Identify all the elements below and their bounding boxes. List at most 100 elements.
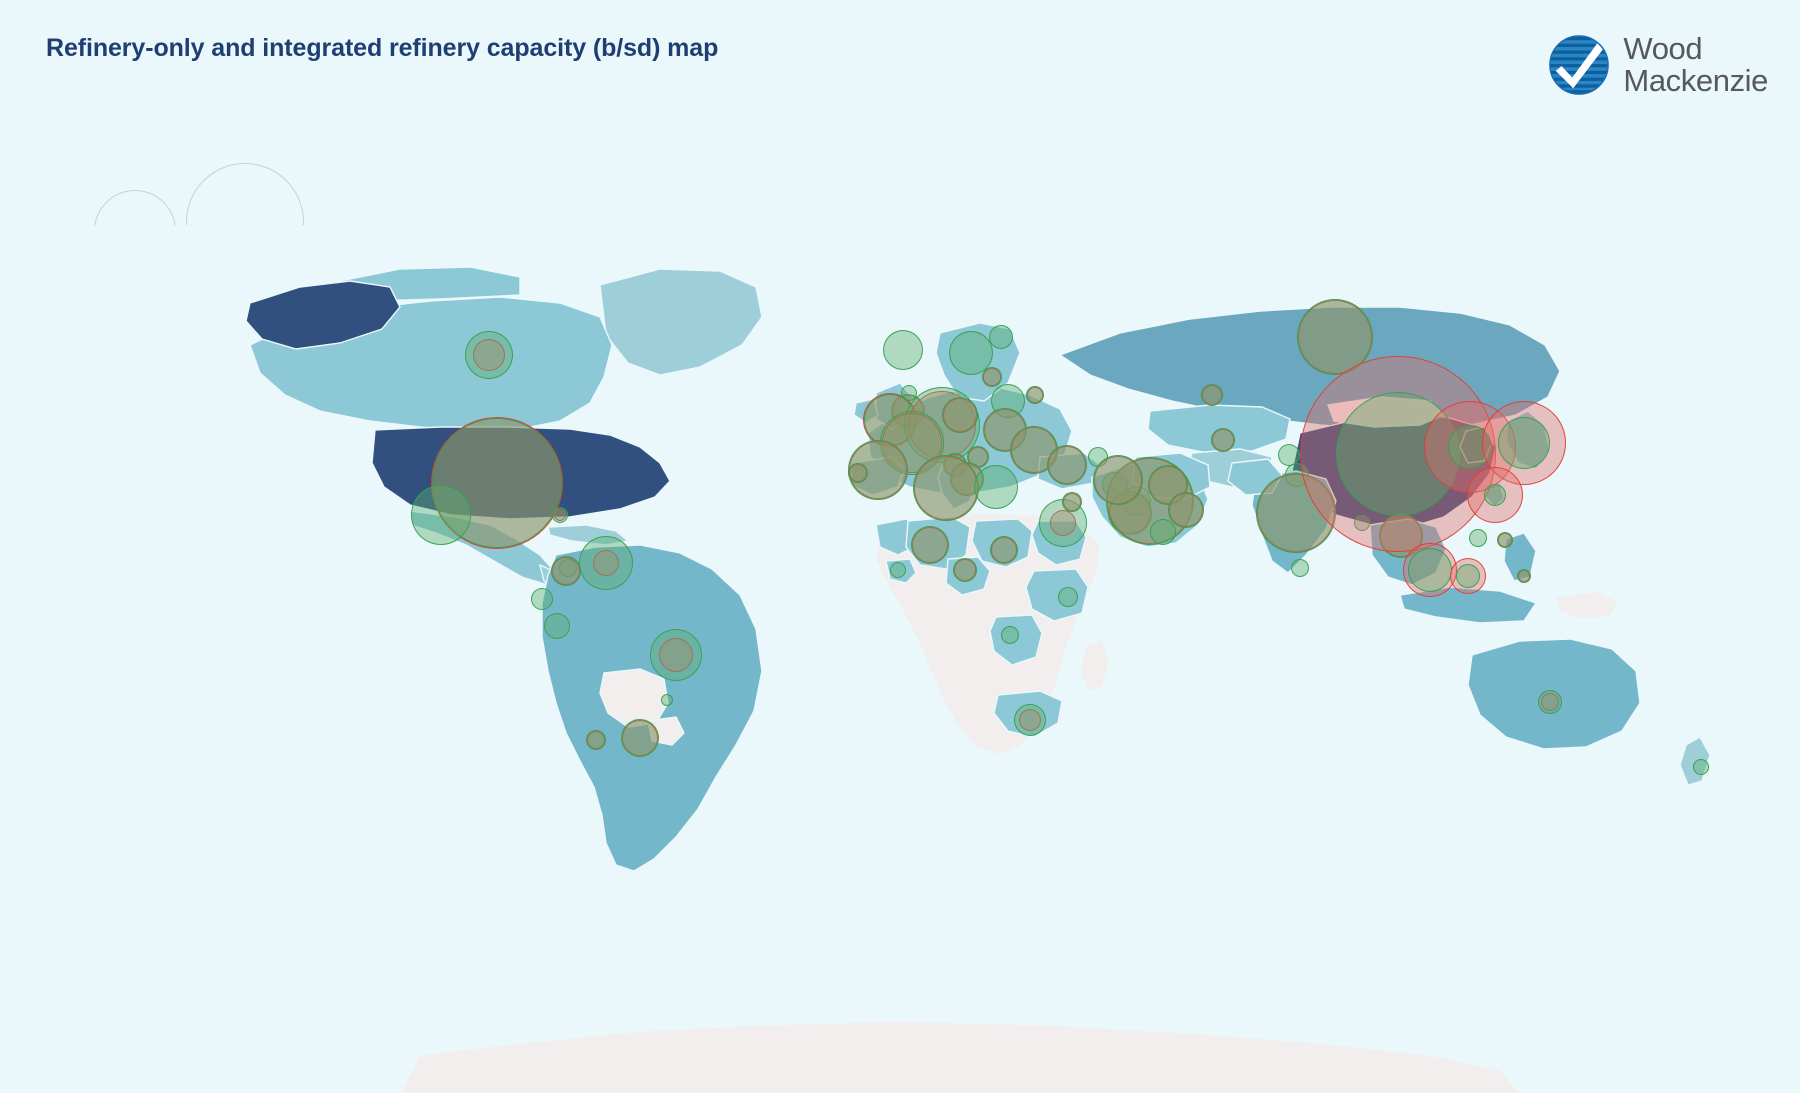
bubble-integrated-switzerland [944,454,966,476]
bubble-integrated-egypt [1050,510,1076,536]
bubble-refinery-only-spain [848,440,908,500]
bubble-refinery-only-libya [990,536,1018,564]
bubble-integrated-germany [908,391,976,459]
wood-mackenzie-logo: Wood Mackenzie [1548,33,1768,96]
bubble-integrated-philippines [1518,570,1530,582]
legend: 5,000,000 10,500,000 Refinery only Integ… [0,90,1800,281]
country-egypt [1031,520,1087,566]
bubble-integrated-australia [1541,693,1559,711]
bubble-integrated-south-africa [1019,709,1041,731]
bubble-integrated-singapore [1450,558,1486,594]
bubble-refinery-only-usa [432,418,562,548]
bubble-integrated-colombia [552,557,580,585]
bubble-refinery-only-italy-n [950,462,984,496]
bubble-integrated-belarus [1027,387,1043,403]
bubble-refinery-only-south-africa [1014,704,1046,736]
bubble-refinery-only-uk-north [883,330,923,370]
bubble-integrated-caribbean [554,509,566,521]
bubble-refinery-only-ireland [901,385,917,401]
bubble-integrated-austria [968,447,988,467]
country-japan [1505,410,1551,470]
bubble-refinery-only-yemen [1150,519,1176,545]
bubble-refinery-only-chile [586,730,606,750]
bubble-refinery-only-italy [913,455,979,521]
bubble-integrated-turkey [1048,446,1086,484]
bubble-refinery-only-pakistan [1285,463,1309,487]
country-antarctica [399,1020,1521,1093]
bubble-integrated-kuwait [1149,466,1187,504]
bubble-refinery-only-poland [942,397,978,433]
bubble-integrated-france [882,413,942,473]
world-bubble-map[interactable] [0,225,1800,1093]
bubble-refinery-only-portugal [848,463,868,483]
bubble-refinery-only-russia [1297,299,1373,375]
country-sudan [1025,568,1089,622]
bubble-refinery-only-new-zealand [1693,759,1709,775]
bubble-refinery-only-uruguay [661,694,673,706]
bubble-refinery-only-colombia [551,556,581,586]
country-mongolia [1327,396,1446,428]
bubble-refinery-only-austria [967,446,989,468]
bubble-refinery-only-ivory-coast [890,562,906,578]
logo-wordmark: Wood Mackenzie [1623,33,1768,96]
country-alaska [245,280,401,350]
bubble-refinery-only-kazakhstan [1201,384,1223,406]
bubble-refinery-only-georgia [1088,447,1108,467]
bubble-integrated-brazil [659,638,693,672]
bubble-refinery-only-germany [904,387,980,463]
landmasses [245,266,1711,1093]
bubble-integrated-saudi-arabia [1107,458,1193,544]
bubble-integrated-spain [849,441,907,499]
country-angola [989,614,1043,666]
country-new-zealand [1679,736,1711,786]
bubble-integrated-italy [914,456,978,520]
bubble-integrated-norway [892,395,924,427]
bubble-integrated-japan [1482,401,1566,485]
world-map-basemap [0,225,1800,1093]
region-caribbean [547,524,630,546]
bubble-refinery-only-angola [1001,626,1019,644]
bubble-refinery-only-south-korea [1448,425,1492,469]
bubble-refinery-only-caspian [1121,486,1151,516]
bubble-refinery-only-israel [1062,492,1082,512]
country-iberia [851,456,905,496]
bubble-integrated-algeria [912,527,948,563]
bubble-refinery-only-caribbean [552,507,568,523]
bubble-integrated-venezuela [593,550,619,576]
bubble-refinery-only-bangladesh [1354,515,1370,531]
country-scandinavia [935,322,1021,402]
bubble-integrated-usa [431,417,563,549]
bubble-refinery-only-greece [974,465,1018,509]
bubble-integrated-uae [1169,493,1203,527]
bubble-refinery-only-trinidad [559,559,577,577]
page-title: Refinery-only and integrated refinery ca… [46,34,719,62]
logo-line-2: Mackenzie [1623,62,1768,98]
bubble-refinery-only-norway [891,394,925,428]
bubble-refinery-only-canada [465,331,513,379]
bubble-integrated-finland [983,368,1001,386]
bubble-integrated-india [1257,474,1335,552]
globe-check-icon [1549,34,1610,95]
country-ireland [853,398,879,424]
bubble-refinery-only-iraq [1108,491,1152,535]
bubble-refinery-only-japan [1498,417,1550,469]
bubble-refinery-only-france [880,411,944,475]
bubble-integrated-iraq [1109,492,1151,534]
bubble-refinery-only-australia [1538,690,1562,714]
bubble-refinery-only-ukraine [983,408,1027,452]
bubble-refinery-only-mexico [411,485,471,545]
country-india [1251,470,1337,574]
bubble-refinery-only-nigeria-w [953,558,977,582]
bubble-integrated-chile [587,731,605,749]
bubble-integrated-canada [473,339,505,371]
bubble-refinery-only-venezuela [579,536,633,590]
bubble-integrated-taiwan [1467,467,1523,523]
bubble-refinery-only-argentina [621,719,659,757]
bubble-refinery-only-uae [1168,492,1204,528]
bubble-refinery-only-uk [864,394,916,446]
bubble-refinery-only-norway-n [989,325,1013,349]
bubble-refinery-only-malaysia [1408,548,1452,592]
country-greenland [599,268,763,376]
bubble-refinery-only-turkey [1047,445,1087,485]
